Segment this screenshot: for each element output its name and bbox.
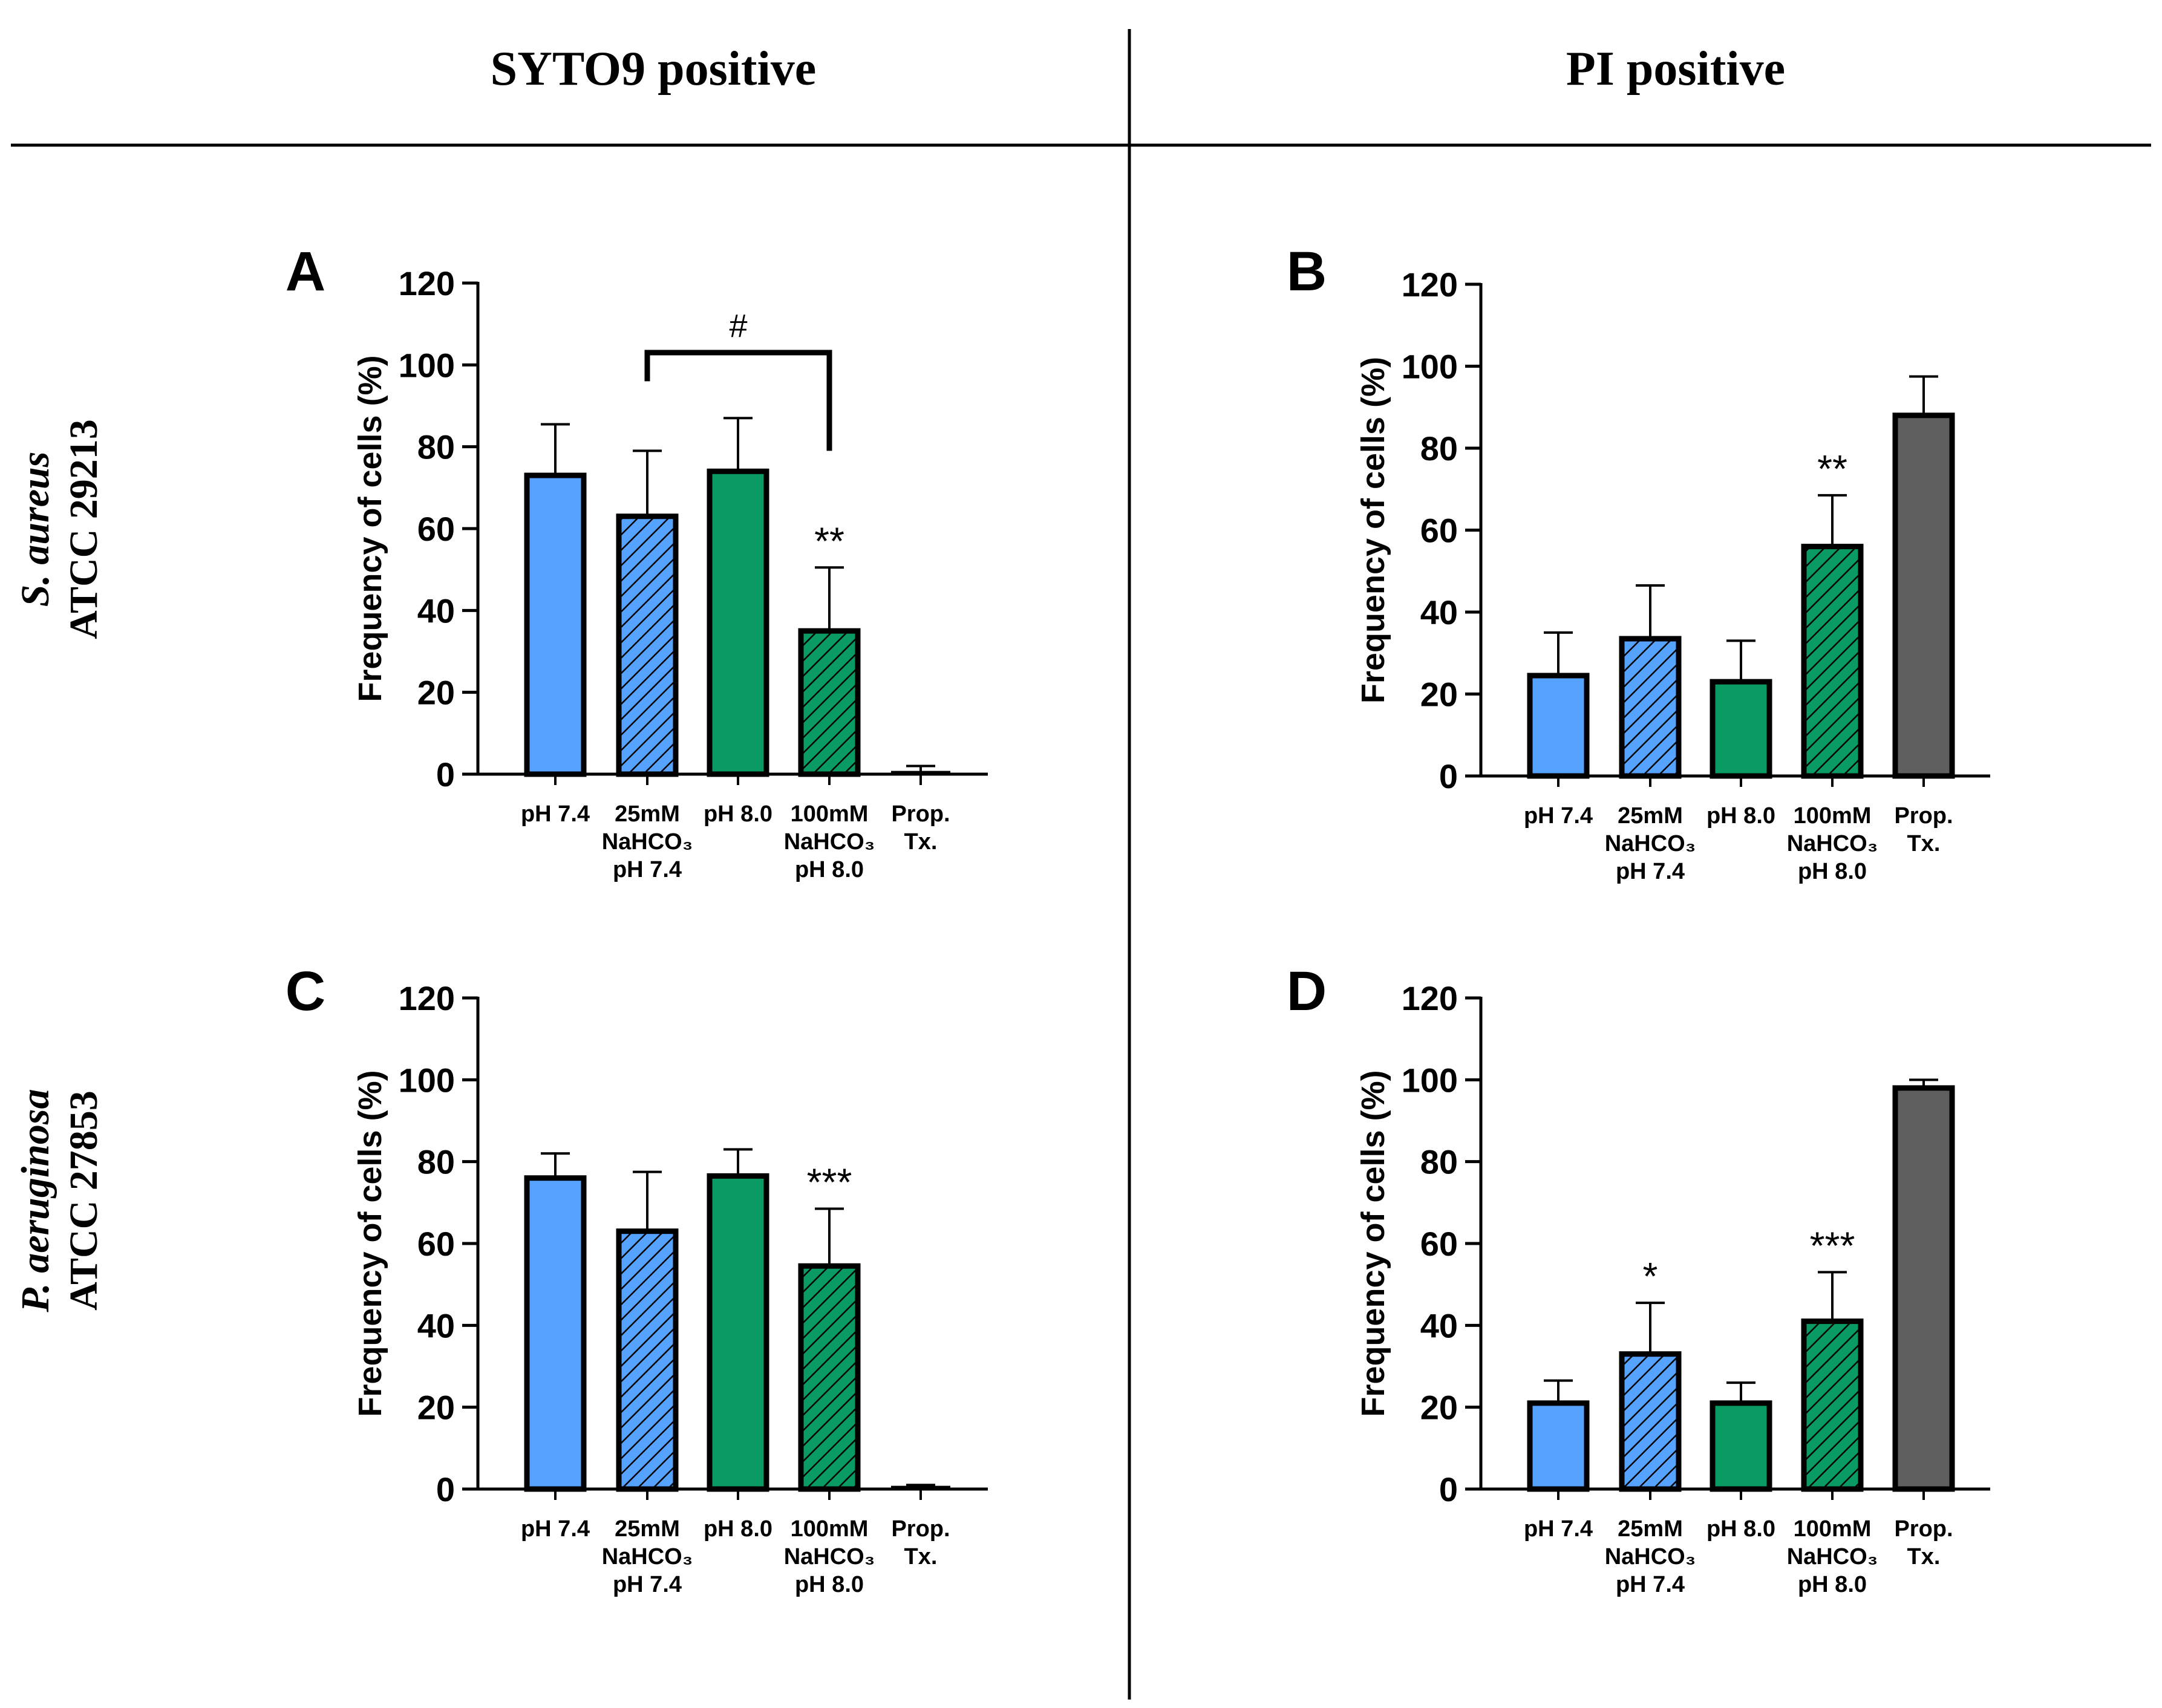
y-tick-label: 40 <box>417 592 455 630</box>
bar <box>1892 412 1955 779</box>
y-tick-label: 100 <box>1402 348 1458 386</box>
bar <box>1892 1085 1955 1492</box>
y-tick-label: 100 <box>399 1061 455 1099</box>
y-tick-label: 20 <box>417 674 455 712</box>
significance-bracket <box>644 350 832 451</box>
panel-letter: B <box>1287 241 1327 302</box>
bar <box>616 513 679 777</box>
bar <box>1801 1318 1864 1492</box>
panel-letter: D <box>1287 960 1327 1022</box>
bar <box>798 628 861 777</box>
bar <box>891 771 950 776</box>
y-tick-label: 0 <box>436 755 455 794</box>
column-header-syto9: SYTO9 positive <box>491 42 817 96</box>
y-tick-label: 80 <box>417 1143 455 1181</box>
significance-label: ** <box>1817 447 1847 491</box>
row-label-species: P. aeruginosa <box>13 1089 57 1312</box>
y-tick-label: 0 <box>1439 757 1458 795</box>
bar <box>524 1175 587 1492</box>
x-tick-label: 100mM NaHCO₃ pH 8.0 <box>784 1516 875 1597</box>
y-tick-label: 60 <box>417 510 455 548</box>
bar <box>798 1263 861 1492</box>
significance-label: * <box>1643 1254 1658 1298</box>
y-tick-label: 120 <box>399 979 455 1017</box>
y-axis-label: Frequency of cells (%) <box>352 1070 388 1416</box>
y-axis-label: Frequency of cells (%) <box>352 355 388 702</box>
bracket-label: # <box>729 308 747 344</box>
y-axis-label: Frequency of cells (%) <box>1355 1070 1391 1416</box>
y-tick-label: 0 <box>436 1470 455 1508</box>
significance-label: *** <box>807 1160 852 1204</box>
x-tick-label: Prop. Tx. <box>891 801 950 855</box>
bar <box>1801 544 1864 779</box>
y-tick-label: 20 <box>1420 676 1458 714</box>
bar <box>891 1485 950 1491</box>
x-tick-label: pH 7.4 <box>1524 803 1593 829</box>
x-tick-label: pH 8.0 <box>1706 1516 1775 1542</box>
y-tick-label: 120 <box>1402 979 1458 1017</box>
y-tick-label: 0 <box>1439 1470 1458 1508</box>
panel-letter: A <box>286 241 325 302</box>
x-tick-label: pH 7.4 <box>521 801 590 827</box>
x-tick-label: pH 8.0 <box>1706 803 1775 829</box>
x-tick-label: pH 8.0 <box>704 1516 772 1542</box>
column-header-pi: PI positive <box>1566 42 1785 96</box>
row-label-strain: ATCC 29213 <box>62 419 106 639</box>
significance-label: *** <box>1810 1224 1855 1267</box>
x-tick-label: Prop. Tx. <box>1894 803 1953 856</box>
x-tick-label: pH 7.4 <box>521 1516 590 1542</box>
row-label-p-aeruginosa: P. aeruginosa ATCC 27853 <box>13 1089 106 1312</box>
x-tick-label: 25mM NaHCO₃ pH 7.4 <box>602 801 693 882</box>
chart-panel-d: D 0 20 40 60 80 100 120 Frequency of cells (%) pH… <box>1287 960 1990 1597</box>
chart-panel-a: A 0 20 40 60 80 100 120 Frequency of cells (%) pH… <box>286 241 988 882</box>
y-tick-label: 20 <box>417 1389 455 1427</box>
y-tick-label: 80 <box>1420 429 1458 468</box>
bar <box>616 1228 679 1492</box>
row-label-species: S. aureus <box>13 452 57 607</box>
y-tick-label: 40 <box>417 1306 455 1345</box>
row-label-s-aureus: S. aureus ATCC 29213 <box>13 419 106 639</box>
y-tick-label: 100 <box>1402 1061 1458 1099</box>
x-tick-label: Prop. Tx. <box>891 1516 950 1569</box>
chart-panel-b: B 0 20 40 60 80 100 120 Frequency of cells (%) pH… <box>1287 241 1990 884</box>
x-tick-label: 25mM NaHCO₃ pH 7.4 <box>1605 1516 1696 1597</box>
y-tick-label: 60 <box>1420 1225 1458 1263</box>
panel-letter: C <box>286 960 325 1022</box>
x-tick-label: pH 7.4 <box>1524 1516 1593 1542</box>
bar <box>1619 1351 1682 1492</box>
chart-panel-c: C 0 20 40 60 80 100 120 Frequency of cells (%) pH… <box>286 960 988 1597</box>
bar <box>1527 673 1590 779</box>
y-axis-label: Frequency of cells (%) <box>1355 357 1391 703</box>
x-tick-label: Prop. Tx. <box>1894 1516 1953 1569</box>
y-tick-label: 60 <box>417 1225 455 1263</box>
bar <box>707 468 769 777</box>
y-tick-label: 60 <box>1420 512 1458 550</box>
x-tick-label: 25mM NaHCO₃ pH 7.4 <box>1605 803 1696 884</box>
y-tick-label: 100 <box>399 346 455 384</box>
x-tick-label: 25mM NaHCO₃ pH 7.4 <box>602 1516 693 1597</box>
y-tick-label: 40 <box>1420 1306 1458 1345</box>
y-tick-label: 80 <box>417 428 455 466</box>
bar <box>1710 679 1772 779</box>
x-tick-label: 100mM NaHCO₃ pH 8.0 <box>784 801 875 882</box>
y-tick-label: 40 <box>1420 593 1458 631</box>
bar <box>524 472 587 777</box>
y-tick-label: 80 <box>1420 1143 1458 1181</box>
y-tick-label: 20 <box>1420 1389 1458 1427</box>
bar <box>1527 1400 1590 1492</box>
x-tick-label: 100mM NaHCO₃ pH 8.0 <box>1787 803 1878 884</box>
y-tick-label: 120 <box>1402 266 1458 304</box>
y-tick-label: 120 <box>399 264 455 302</box>
row-label-strain: ATCC 27853 <box>62 1090 106 1311</box>
bar <box>1619 636 1682 779</box>
bar <box>1710 1400 1772 1492</box>
bar <box>707 1173 769 1492</box>
x-tick-label: 100mM NaHCO₃ pH 8.0 <box>1787 1516 1878 1597</box>
x-tick-label: pH 8.0 <box>704 801 772 827</box>
significance-label: ** <box>814 519 844 562</box>
